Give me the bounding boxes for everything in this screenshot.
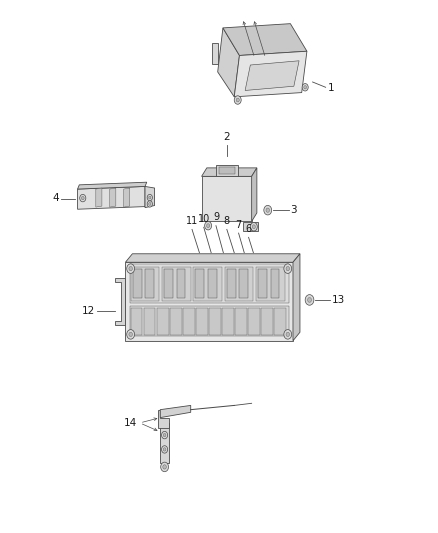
Circle shape xyxy=(127,329,134,339)
Polygon shape xyxy=(293,254,300,341)
Circle shape xyxy=(163,465,166,469)
Circle shape xyxy=(251,222,257,231)
Circle shape xyxy=(147,201,152,207)
Polygon shape xyxy=(160,423,169,463)
Bar xyxy=(240,269,248,298)
Circle shape xyxy=(148,203,151,205)
Circle shape xyxy=(286,332,290,336)
Bar xyxy=(219,167,235,174)
Bar xyxy=(222,308,234,335)
Bar xyxy=(271,269,279,298)
Text: 9: 9 xyxy=(213,213,219,222)
Circle shape xyxy=(304,86,307,89)
Circle shape xyxy=(147,195,152,201)
Bar xyxy=(130,264,289,303)
Circle shape xyxy=(252,225,255,229)
Polygon shape xyxy=(223,23,307,55)
Polygon shape xyxy=(201,176,252,221)
Circle shape xyxy=(148,196,151,199)
Circle shape xyxy=(207,224,210,228)
Bar xyxy=(193,266,222,301)
Polygon shape xyxy=(110,188,116,207)
Polygon shape xyxy=(96,188,102,207)
Text: 7: 7 xyxy=(236,220,242,230)
Bar xyxy=(131,308,142,335)
Text: 6: 6 xyxy=(246,224,252,234)
Polygon shape xyxy=(158,410,169,428)
Bar xyxy=(133,269,141,298)
Circle shape xyxy=(205,221,212,230)
Circle shape xyxy=(284,264,292,273)
Circle shape xyxy=(81,197,84,200)
Circle shape xyxy=(284,329,292,339)
Circle shape xyxy=(127,264,134,273)
Circle shape xyxy=(305,295,314,305)
Circle shape xyxy=(163,448,166,451)
Bar xyxy=(227,269,236,298)
Bar xyxy=(164,269,173,298)
Bar xyxy=(183,308,194,335)
Text: 10: 10 xyxy=(198,214,210,224)
Bar xyxy=(209,308,221,335)
Polygon shape xyxy=(234,51,307,97)
Bar xyxy=(243,222,258,231)
Text: 4: 4 xyxy=(53,193,59,203)
Text: 14: 14 xyxy=(124,418,137,428)
Circle shape xyxy=(161,462,169,472)
Polygon shape xyxy=(125,262,293,341)
Text: 3: 3 xyxy=(290,205,297,215)
Polygon shape xyxy=(78,187,145,209)
Circle shape xyxy=(236,98,239,102)
Bar xyxy=(177,269,185,298)
Polygon shape xyxy=(212,43,218,64)
Text: 11: 11 xyxy=(186,216,198,226)
Text: 2: 2 xyxy=(223,132,230,142)
Circle shape xyxy=(264,205,272,215)
Bar xyxy=(144,308,155,335)
Polygon shape xyxy=(124,188,130,207)
Polygon shape xyxy=(252,168,257,221)
Bar xyxy=(225,266,253,301)
Bar xyxy=(256,266,285,301)
Bar xyxy=(235,308,247,335)
Circle shape xyxy=(129,332,132,336)
Polygon shape xyxy=(160,406,191,418)
Polygon shape xyxy=(115,278,125,325)
Bar xyxy=(274,308,286,335)
Polygon shape xyxy=(245,61,299,91)
Circle shape xyxy=(129,266,132,271)
Bar xyxy=(208,269,217,298)
Text: 13: 13 xyxy=(332,295,346,305)
Circle shape xyxy=(286,266,290,271)
Circle shape xyxy=(266,208,269,212)
Polygon shape xyxy=(125,254,300,262)
Text: 1: 1 xyxy=(328,83,335,93)
Bar xyxy=(170,308,182,335)
Text: 8: 8 xyxy=(224,216,230,226)
Bar xyxy=(196,308,208,335)
Bar xyxy=(258,269,267,298)
Bar xyxy=(248,308,260,335)
Bar xyxy=(261,308,273,335)
Bar xyxy=(215,165,238,176)
Bar xyxy=(131,266,159,301)
Polygon shape xyxy=(145,187,155,208)
Circle shape xyxy=(162,431,168,439)
Polygon shape xyxy=(201,168,257,176)
Circle shape xyxy=(302,84,308,91)
Bar xyxy=(195,269,204,298)
Circle shape xyxy=(163,433,166,437)
Bar xyxy=(145,269,154,298)
Polygon shape xyxy=(218,28,240,97)
Circle shape xyxy=(307,297,311,302)
Text: 12: 12 xyxy=(82,306,95,316)
Bar xyxy=(130,306,289,336)
Bar xyxy=(157,308,169,335)
Circle shape xyxy=(162,446,168,453)
Polygon shape xyxy=(78,182,147,189)
Circle shape xyxy=(80,195,86,202)
Bar xyxy=(162,266,191,301)
Circle shape xyxy=(234,96,241,104)
